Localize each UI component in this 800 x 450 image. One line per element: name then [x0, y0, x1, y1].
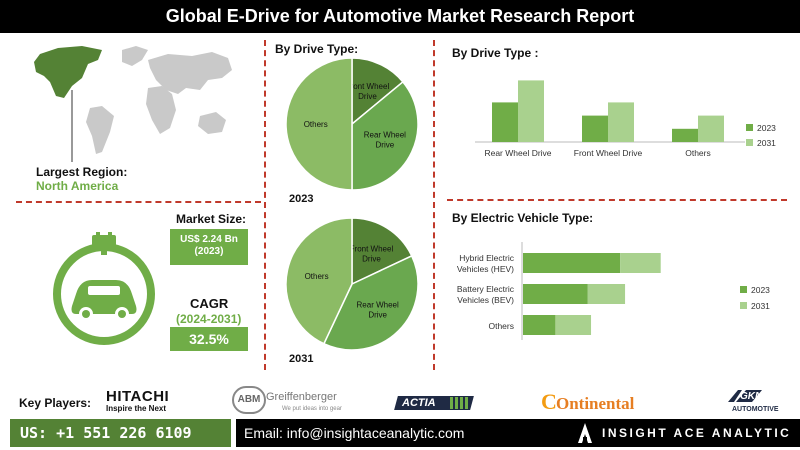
- legend-swatch-2023: [746, 124, 753, 131]
- hitachi-logo: HITACHI: [106, 388, 170, 405]
- hbar-2031-1: [587, 284, 626, 304]
- bar-2031-others: [698, 115, 724, 142]
- brand-name: INSIGHT ACE ANALYTIC: [602, 426, 792, 440]
- pie-label-others: Others: [304, 120, 328, 129]
- bar-2031-front-wheel-drive: [608, 102, 634, 142]
- hbar-2023-2: [523, 315, 556, 335]
- actia-stripes-icon: [450, 397, 470, 409]
- hbar-2031-2: [555, 315, 592, 335]
- hbar-2023-1: [523, 284, 588, 304]
- pie-slice-front-wheel-drive: [351, 217, 413, 286]
- pie-slice-rear-wheel-drive: [351, 80, 419, 191]
- largest-region-label: Largest Region:: [36, 165, 128, 179]
- pie-2031-year-label: 2031: [289, 353, 314, 365]
- gkn-logo: GKN: [740, 391, 763, 402]
- bar-2023-others: [672, 128, 698, 142]
- hbar-category-label: Battery Electric Vehicles (BEV): [457, 284, 515, 305]
- bar-2023-front-wheel-drive: [582, 115, 608, 142]
- legend-swatch-2031: [746, 139, 753, 146]
- hbar-legend-label-2023: 2023: [751, 285, 770, 295]
- bar-category-label: Rear Wheel Drive: [484, 148, 551, 158]
- pie-section-heading: By Drive Type:: [275, 42, 359, 56]
- pie-label-rear-wheel-drive: Rear Wheel Drive: [364, 130, 406, 149]
- bar-chart-drive-heading: By Drive Type :: [452, 46, 539, 60]
- divider-vertical-right: [433, 40, 435, 370]
- key-players-label: Key Players:: [19, 396, 92, 410]
- pie-slice-others: [285, 217, 353, 345]
- hbar-legend-swatch-2031: [740, 302, 747, 309]
- largest-region-value: North America: [36, 179, 119, 193]
- cagr-period: (2024-2031): [176, 312, 242, 326]
- actia-logo: ACTIA: [402, 397, 436, 409]
- electric-car-icon: [53, 232, 155, 345]
- pie-chart-2023: Front Wheel Drive Rear Wheel Drive Others: [285, 57, 419, 191]
- insight-ace-logo-icon: [578, 423, 592, 443]
- bar-category-label: Others: [685, 148, 711, 158]
- divider-vertical-left: [264, 40, 266, 370]
- world-map-icon: [34, 46, 232, 162]
- bar-chart-drive-type: Rear Wheel Drive Front Wheel Drive Others 2…: [475, 80, 776, 158]
- hitachi-tagline: Inspire the Next: [106, 404, 167, 413]
- bar-chart-ev-heading: By Electric Vehicle Type:: [452, 211, 594, 225]
- pie-slice-rear-wheel-drive: [322, 254, 419, 351]
- pie-label-rear-wheel-drive: Rear Wheel Drive: [357, 301, 399, 320]
- hbar-2031-0: [620, 253, 661, 273]
- gkn-swoosh-icon: [728, 390, 762, 402]
- pie-slice-others: [285, 57, 353, 191]
- cagr-value: 32.5%: [170, 327, 248, 351]
- pie-label-front-wheel-drive: Front Wheel Drive: [346, 82, 390, 101]
- cagr-label: CAGR: [190, 296, 229, 311]
- abm-logo: Greiffenberger: [266, 391, 337, 403]
- legend-label-2031: 2031: [757, 138, 776, 148]
- pie-label-others: Others: [305, 272, 329, 281]
- pie-label-front-wheel-drive: Front Wheel Drive: [350, 244, 394, 263]
- pie-2023-year-label: 2023: [289, 193, 314, 205]
- contact-phone[interactable]: US: +1 551 226 6109: [10, 419, 231, 447]
- market-size-box: US$ 2.24 Bn (2023): [170, 229, 248, 265]
- hbar-legend-label-2031: 2031: [751, 301, 770, 311]
- hbar-legend-swatch-2023: [740, 286, 747, 293]
- bar-chart-ev-type: Hybrid Electric Vehicles (HEV) Battery Ele…: [457, 242, 770, 340]
- bar-2023-rear-wheel-drive: [492, 102, 518, 142]
- legend-label-2023: 2023: [757, 123, 776, 133]
- pie-slice-front-wheel-drive: [351, 57, 404, 126]
- contact-email[interactable]: Email: info@insightaceanalytic.com: [244, 425, 465, 441]
- market-size-value: US$ 2.24 Bn: [180, 234, 238, 245]
- divider-horizontal-left: [16, 201, 261, 203]
- hbar-category-label: Hybrid Electric Vehicles (HEV): [457, 253, 515, 274]
- abm-tagline: We put ideas into gear: [282, 406, 342, 412]
- market-size-label: Market Size:: [176, 212, 247, 226]
- continental-logo: Ontinental: [556, 394, 635, 413]
- gkn-tagline: AUTOMOTIVE: [732, 406, 779, 413]
- hbar-category-label: Others: [488, 321, 514, 331]
- hbar-2023-0: [523, 253, 621, 273]
- abm-badge-logo: ABM: [232, 386, 266, 414]
- pie-chart-2031: Front Wheel Drive Rear Wheel Drive Others: [285, 217, 419, 351]
- bar-2031-rear-wheel-drive: [518, 80, 544, 142]
- divider-horizontal-right: [447, 199, 787, 201]
- report-title: Global E-Drive for Automotive Market Res…: [0, 0, 800, 33]
- footer-bar: Email: info@insightaceanalytic.com INSIG…: [236, 419, 800, 447]
- market-size-year: (2023): [194, 246, 224, 257]
- bar-category-label: Front Wheel Drive: [574, 148, 643, 158]
- continental-c-logo: C: [541, 389, 557, 414]
